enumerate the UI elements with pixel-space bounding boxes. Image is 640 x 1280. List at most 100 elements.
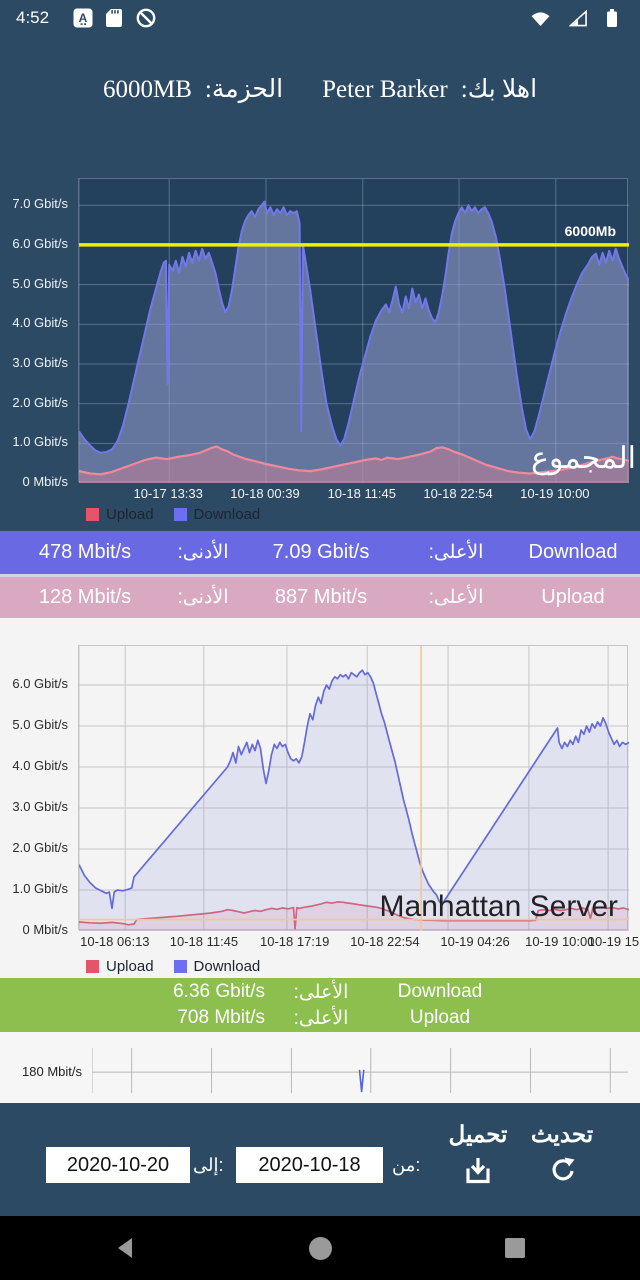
legend-item: Download bbox=[173, 958, 260, 975]
x-tick-label: 10-18 11:45 bbox=[169, 934, 239, 949]
user-name: Peter Barker bbox=[322, 76, 448, 103]
server-upload-title: Upload bbox=[409, 1007, 471, 1028]
legend-label: Upload bbox=[106, 506, 154, 523]
svg-text:A: A bbox=[79, 11, 88, 25]
y-tick-label: 1.0 Gbit/s bbox=[12, 434, 68, 450]
upload-row-title: Upload bbox=[541, 586, 605, 608]
server-download-row: 6.36 Gbit/s الأعلى: Download bbox=[0, 980, 640, 1005]
legend-swatch bbox=[173, 960, 187, 973]
upload-stats-row: 128 Mbit/s الأدنى: 887 Mbit/s الأعلى: Up… bbox=[0, 577, 640, 618]
sdcard-icon bbox=[105, 8, 123, 28]
y-tick-label: 5.0 Gbit/s bbox=[12, 275, 68, 291]
status-bar: 4:52 A bbox=[0, 0, 640, 36]
y-tick-label: 4.0 Gbit/s bbox=[12, 315, 68, 331]
legend-swatch bbox=[173, 508, 187, 521]
server-download-title: Download bbox=[397, 981, 483, 1002]
package-value: 6000MB bbox=[102, 76, 192, 103]
home-circle-icon bbox=[308, 1236, 332, 1260]
download-stats-row: 478 Mbit/s الأدنى: 7.09 Gbit/s الأعلى: D… bbox=[0, 531, 640, 574]
y-tick-label: 3.0 Gbit/s bbox=[12, 798, 68, 814]
y-tick-label: 0 Mbit/s bbox=[22, 922, 68, 937]
legend-label: Upload bbox=[106, 958, 154, 975]
package-label: الحزمة: bbox=[204, 76, 284, 103]
recents-button[interactable] bbox=[502, 1235, 528, 1261]
x-tick-label: 10-19 10:00 bbox=[525, 934, 595, 949]
download-button-label: تحميل bbox=[448, 1121, 508, 1147]
y-tick-label: 3.0 Gbit/s bbox=[12, 354, 68, 370]
from-date-input[interactable] bbox=[236, 1147, 383, 1183]
stats-row-divider bbox=[0, 574, 640, 577]
upload-min-value: 128 Mbit/s bbox=[38, 586, 132, 608]
from-label: من: bbox=[392, 1155, 421, 1175]
x-tick-label: 10-19 15:32 bbox=[587, 934, 640, 949]
server-download-max-label: الأعلى: bbox=[293, 981, 349, 1003]
server-max-stats: 6.36 Gbit/s الأعلى: Download 708 Mbit/s … bbox=[0, 978, 640, 1032]
battery-icon bbox=[606, 8, 618, 28]
limit-line-label: 6000Mb bbox=[564, 222, 616, 239]
legend-item: Upload bbox=[86, 506, 154, 523]
chart-legend: Upload Download bbox=[86, 958, 260, 975]
server-upload-max-label: الأعلى: bbox=[293, 1007, 349, 1029]
upload-min-label: الأدنى: bbox=[177, 587, 229, 608]
to-label: إلى: bbox=[193, 1155, 224, 1175]
server-upload-max-value: 708 Mbit/s bbox=[177, 1007, 265, 1028]
legend-item: Upload bbox=[86, 958, 154, 975]
refresh-button[interactable]: تحديث bbox=[527, 1121, 597, 1190]
download-max-label: الأعلى: bbox=[428, 542, 484, 563]
x-tick-label: 10-17 13:33 bbox=[133, 486, 203, 501]
download-min-value: 478 Mbit/s bbox=[38, 541, 132, 563]
cell-signal-icon bbox=[569, 9, 588, 27]
server-upload-row: 708 Mbit/s الأعلى: Upload bbox=[0, 1006, 640, 1031]
status-time: 4:52 bbox=[16, 8, 50, 27]
y-tick-label: 6.0 Gbit/s bbox=[12, 675, 68, 691]
chart-manhattan-server: 0 Mbit/s 1.0 Gbit/s 2.0 Gbit/s 3.0 Gbit/s 4.… bbox=[0, 618, 640, 978]
refresh-button-label: تحديث bbox=[530, 1121, 594, 1147]
download-button[interactable]: تحميل bbox=[443, 1121, 513, 1190]
to-date-input[interactable] bbox=[46, 1147, 190, 1183]
manhattan-server-plot-area[interactable] bbox=[78, 645, 629, 931]
status-right-icons bbox=[524, 8, 624, 28]
y-tick-label: 2.0 Gbit/s bbox=[12, 394, 68, 410]
x-tick-label: 10-18 00:39 bbox=[230, 486, 300, 501]
x-tick-label: 10-19 10:00 bbox=[520, 486, 590, 501]
home-button[interactable] bbox=[307, 1235, 333, 1261]
chart-title: Manhattan Server bbox=[379, 890, 618, 923]
chart-title: المجموع bbox=[531, 442, 636, 475]
y-tick-label: 1.0 Gbit/s bbox=[12, 880, 68, 896]
y-tick-label: 6.0 Gbit/s bbox=[12, 235, 68, 251]
chart-next-server-strip: 180 Mbit/s bbox=[0, 1032, 640, 1103]
autofill-a-icon: A bbox=[73, 8, 93, 28]
x-tick-label: 10-18 22:54 bbox=[423, 486, 493, 501]
y-tick-label: 5.0 Gbit/s bbox=[12, 716, 68, 732]
x-tick-label: 10-18 06:13 bbox=[80, 934, 150, 949]
legend-item: Download bbox=[173, 506, 261, 523]
total-usage-plot-area[interactable] bbox=[78, 178, 629, 483]
welcome-label: اهلا بك: bbox=[460, 76, 538, 103]
chart-legend: Upload Download bbox=[86, 506, 260, 523]
chart-total-usage: 0 Mbit/s 1.0 Gbit/s 2.0 Gbit/s 3.0 Gbit/s 4.… bbox=[0, 170, 640, 525]
download-icon bbox=[464, 1158, 492, 1189]
download-max-value: 7.09 Gbit/s bbox=[272, 541, 370, 563]
data-saver-icon bbox=[135, 7, 157, 29]
x-tick-label: 10-18 11:45 bbox=[327, 486, 397, 501]
y-tick-label: 0 Mbit/s bbox=[22, 474, 68, 489]
recents-square-icon bbox=[505, 1238, 525, 1258]
y-tick-label: 7.0 Gbit/s bbox=[12, 196, 68, 212]
y-tick-label: 180 Mbit/s bbox=[22, 1064, 82, 1080]
y-tick-label: 4.0 Gbit/s bbox=[12, 757, 68, 773]
download-min-label: الأدنى: bbox=[177, 542, 229, 563]
upload-max-label: الأعلى: bbox=[428, 587, 484, 608]
y-tick-label: 2.0 Gbit/s bbox=[12, 839, 68, 855]
android-navbar bbox=[0, 1216, 640, 1280]
back-button[interactable] bbox=[112, 1235, 138, 1261]
download-row-title: Download bbox=[528, 541, 618, 563]
date-controls: تحديث تحميل من: إلى: bbox=[0, 1103, 640, 1216]
upload-max-value: 887 Mbit/s bbox=[274, 586, 368, 608]
next-server-strip-plot-area[interactable] bbox=[92, 1038, 628, 1100]
legend-swatch bbox=[86, 508, 99, 521]
x-tick-label: 10-18 22:54 bbox=[350, 934, 420, 949]
wifi-icon bbox=[530, 10, 551, 27]
legend-swatch bbox=[86, 960, 99, 973]
legend-label: Download bbox=[193, 506, 261, 523]
